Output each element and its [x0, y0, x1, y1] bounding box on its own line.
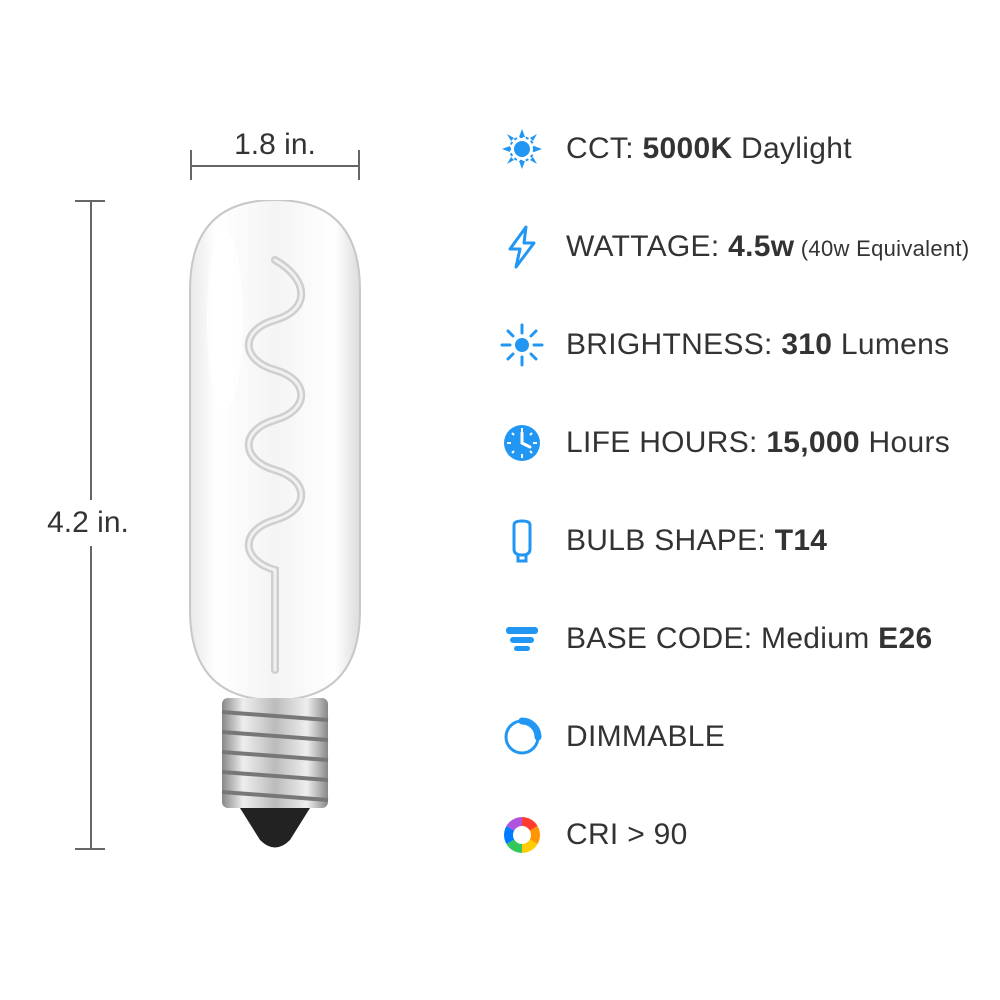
width-label: 1.8 in. [230, 128, 320, 162]
ring-icon [500, 715, 544, 759]
base-icon [500, 617, 544, 661]
spec-row-dimmable: DIMMABLE [500, 688, 970, 786]
sun-rays-icon [500, 323, 544, 367]
specs-list: CCT: 5000K Daylight WATTAGE: 4.5w (40w E… [500, 100, 970, 884]
bulb-illustration [160, 200, 390, 850]
height-label: 4.2 in. [28, 500, 148, 546]
spec-text: DIMMABLE [566, 720, 725, 754]
spec-row-cri: CRI > 90 [500, 786, 970, 884]
spec-row-wattage: WATTAGE: 4.5w (40w Equivalent) [500, 198, 970, 296]
spec-text: BULB SHAPE: T14 [566, 524, 827, 558]
spec-text: CCT: 5000K Daylight [566, 132, 852, 166]
bulb-icon [500, 519, 544, 563]
spec-row-brightness: BRIGHTNESS: 310 Lumens [500, 296, 970, 394]
spec-text: LIFE HOURS: 15,000 Hours [566, 426, 950, 460]
width-dimension: 1.8 in. [190, 140, 360, 190]
spec-row-life: LIFE HOURS: 15,000 Hours [500, 394, 970, 492]
color-wheel-icon [500, 813, 544, 857]
height-dimension: 4.2 in. [60, 200, 120, 850]
spec-text: CRI > 90 [566, 818, 688, 852]
product-dimension-panel: 1.8 in. 4.2 in. [60, 140, 440, 860]
spec-text: WATTAGE: 4.5w (40w Equivalent) [566, 230, 969, 264]
clock-icon [500, 421, 544, 465]
spec-row-cct: CCT: 5000K Daylight [500, 100, 970, 198]
spec-text: BASE CODE: Medium E26 [566, 622, 932, 656]
spec-row-shape: BULB SHAPE: T14 [500, 492, 970, 590]
sun-gear-icon [500, 127, 544, 171]
bolt-icon [500, 225, 544, 269]
spec-text: BRIGHTNESS: 310 Lumens [566, 328, 949, 362]
spec-row-base: BASE CODE: Medium E26 [500, 590, 970, 688]
